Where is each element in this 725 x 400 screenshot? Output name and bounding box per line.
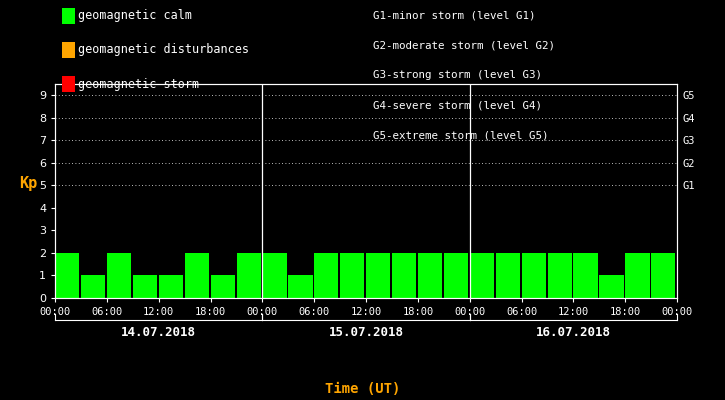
Bar xyxy=(651,253,676,298)
Bar xyxy=(547,253,572,298)
Bar xyxy=(625,253,650,298)
Bar xyxy=(470,253,494,298)
Text: G2-moderate storm (level G2): G2-moderate storm (level G2) xyxy=(373,40,555,50)
Bar xyxy=(159,276,183,298)
Bar xyxy=(573,253,597,298)
Bar xyxy=(444,253,468,298)
Bar xyxy=(81,276,105,298)
Bar xyxy=(55,253,79,298)
Bar xyxy=(600,276,624,298)
Bar xyxy=(521,253,546,298)
Bar xyxy=(418,253,442,298)
Text: geomagnetic storm: geomagnetic storm xyxy=(78,78,199,90)
Text: 14.07.2018: 14.07.2018 xyxy=(121,326,196,339)
Bar xyxy=(314,253,339,298)
Text: 15.07.2018: 15.07.2018 xyxy=(328,326,404,339)
Text: G5-extreme storm (level G5): G5-extreme storm (level G5) xyxy=(373,130,549,140)
Text: G3-strong storm (level G3): G3-strong storm (level G3) xyxy=(373,70,542,80)
Bar xyxy=(107,253,131,298)
Bar xyxy=(392,253,416,298)
Text: geomagnetic disturbances: geomagnetic disturbances xyxy=(78,44,249,56)
Bar xyxy=(210,276,235,298)
Bar xyxy=(185,253,209,298)
Text: geomagnetic calm: geomagnetic calm xyxy=(78,10,192,22)
Text: 16.07.2018: 16.07.2018 xyxy=(536,326,611,339)
Bar xyxy=(366,253,390,298)
Bar xyxy=(340,253,365,298)
Text: G4-severe storm (level G4): G4-severe storm (level G4) xyxy=(373,100,542,110)
Bar xyxy=(289,276,312,298)
Text: Time (UT): Time (UT) xyxy=(325,382,400,396)
Y-axis label: Kp: Kp xyxy=(19,176,37,191)
Text: G1-minor storm (level G1): G1-minor storm (level G1) xyxy=(373,10,536,20)
Bar xyxy=(236,253,261,298)
Bar xyxy=(133,276,157,298)
Bar xyxy=(496,253,520,298)
Bar xyxy=(262,253,286,298)
